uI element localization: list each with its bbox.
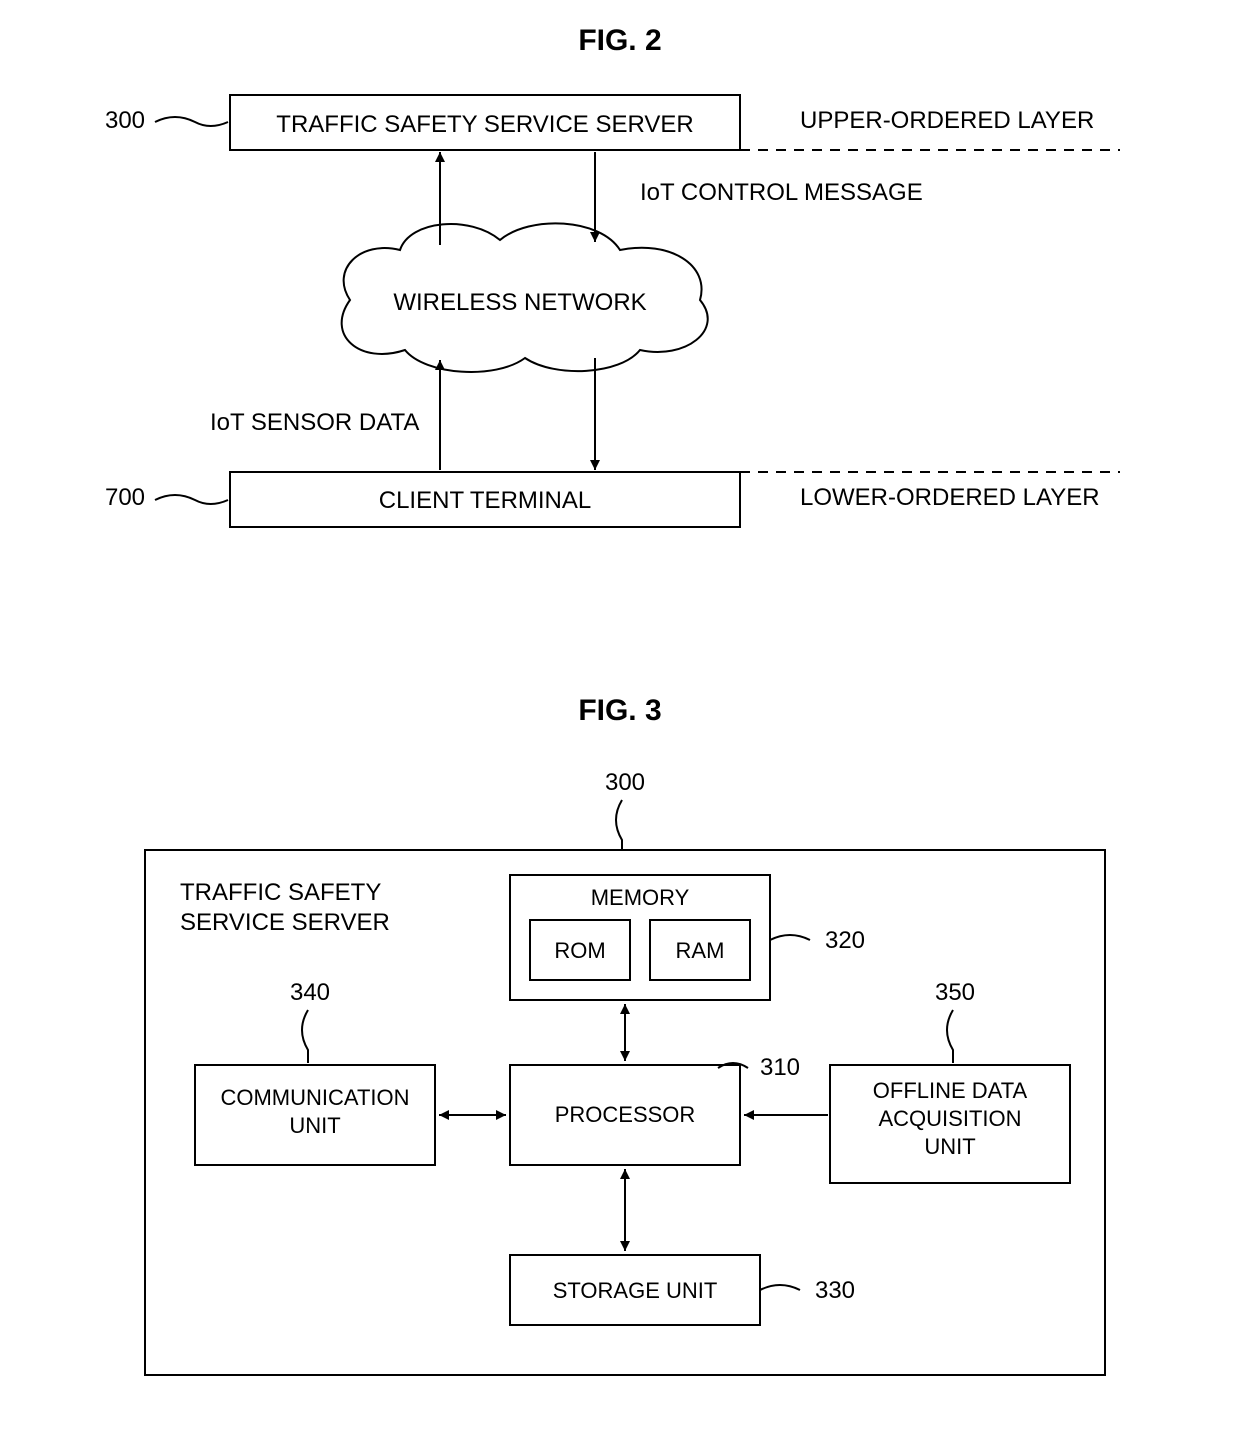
processor-ref: 310 xyxy=(760,1054,800,1081)
fig3-outer-label-l2: SERVICE SERVER xyxy=(180,909,390,936)
lower-layer-label: LOWER-ORDERED LAYER xyxy=(800,484,1100,511)
fig3-title: FIG. 3 xyxy=(578,694,661,727)
storage-ref: 330 xyxy=(815,1277,855,1304)
offline-ref: 350 xyxy=(935,979,975,1006)
server-ref: 300 xyxy=(105,107,145,134)
rom-label: ROM xyxy=(554,938,605,963)
offline-label-l1: OFFLINE DATA xyxy=(873,1078,1028,1103)
memory-ref: 320 xyxy=(825,927,865,954)
fig2: FIG. 2 TRAFFIC SAFETY SERVICE SERVER 300… xyxy=(105,24,1120,527)
diagram-canvas: FIG. 2 TRAFFIC SAFETY SERVICE SERVER 300… xyxy=(0,0,1240,1452)
server-box-label: TRAFFIC SAFETY SERVICE SERVER xyxy=(276,111,693,138)
processor-label: PROCESSOR xyxy=(555,1102,696,1127)
ram-label: RAM xyxy=(676,938,725,963)
client-box-label: CLIENT TERMINAL xyxy=(379,487,592,514)
fig3-outer-ref-leader xyxy=(616,800,622,850)
fig3: FIG. 3 300 TRAFFIC SAFETY SERVICE SERVER… xyxy=(145,694,1105,1375)
offline-label-l2: ACQUISITION xyxy=(878,1106,1021,1131)
client-ref-leader xyxy=(155,495,228,504)
fig3-outer-label-l1: TRAFFIC SAFETY xyxy=(180,879,381,906)
iot-sensor-label: IoT SENSOR DATA xyxy=(210,409,419,436)
memory-block: MEMORY ROM RAM xyxy=(510,875,770,1000)
fig2-title: FIG. 2 xyxy=(578,24,661,57)
storage-label: STORAGE UNIT xyxy=(553,1278,718,1303)
offline-label-l3: UNIT xyxy=(924,1134,975,1159)
memory-label: MEMORY xyxy=(591,885,690,910)
client-ref: 700 xyxy=(105,484,145,511)
iot-control-label: IoT CONTROL MESSAGE xyxy=(640,179,923,206)
cloud: WIRELESS NETWORK xyxy=(342,223,708,372)
comm-label-l2: UNIT xyxy=(289,1113,340,1138)
comm-label-l1: COMMUNICATION xyxy=(220,1085,409,1110)
comm-ref: 340 xyxy=(290,979,330,1006)
upper-layer-label: UPPER-ORDERED LAYER xyxy=(800,107,1094,134)
server-ref-leader xyxy=(155,117,228,126)
fig3-outer-ref: 300 xyxy=(605,769,645,796)
cloud-label: WIRELESS NETWORK xyxy=(393,289,646,316)
